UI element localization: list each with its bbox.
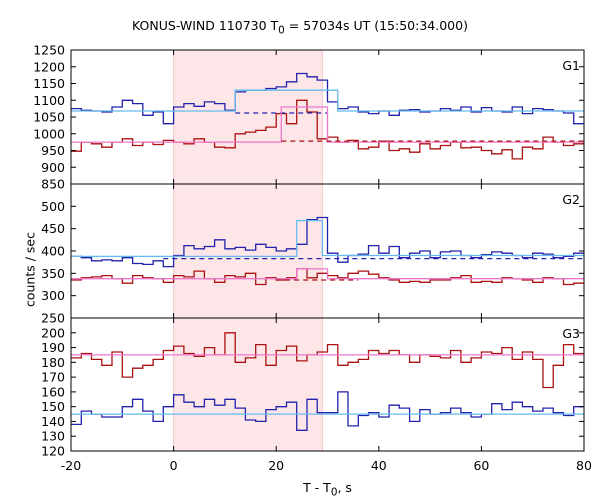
y-tick-label: 1150 — [33, 76, 65, 91]
shaded-interval — [173, 50, 323, 184]
x-tick-label: 0 — [170, 458, 178, 473]
y-tick-label: 120 — [41, 444, 65, 459]
y-tick-label: 170 — [41, 370, 65, 385]
shaded-interval — [173, 318, 323, 451]
y-tick-label: 450 — [41, 221, 65, 236]
g1-series-2 — [71, 89, 584, 112]
x-tick-label: 80 — [576, 458, 592, 473]
shaded-interval — [173, 184, 323, 318]
g1-series-4 — [71, 106, 584, 143]
x-tick-label: 60 — [473, 458, 489, 473]
y-tick-label: 160 — [41, 384, 65, 399]
y-tick-label: 190 — [41, 340, 65, 355]
x-tick-label: 40 — [371, 458, 387, 473]
g2-series-4 — [71, 268, 584, 280]
g2-series-2 — [71, 219, 584, 258]
panel-label: G2 — [562, 192, 580, 207]
y-tick-label: 250 — [41, 311, 65, 326]
y-tick-label: 1000 — [33, 126, 65, 141]
y-tick-label: 180 — [41, 355, 65, 370]
g2-series-0 — [71, 216, 584, 268]
y-tick-label: 850 — [41, 177, 65, 192]
y-tick-label: 300 — [41, 288, 65, 303]
y-tick-label: 1050 — [33, 110, 65, 125]
g3-series-1 — [71, 391, 584, 431]
y-tick-label: 1250 — [33, 43, 65, 58]
y-tick-label: 150 — [41, 399, 65, 414]
y-tick-label: 950 — [41, 143, 65, 158]
y-tick-label: 140 — [41, 414, 65, 429]
x-axis-label: T - T0, s — [303, 480, 352, 499]
panel-label: G1 — [562, 58, 580, 73]
x-tick-label: -20 — [61, 458, 81, 473]
y-tick-label: 1200 — [33, 59, 65, 74]
panel-label: G3 — [562, 326, 580, 341]
y-tick-label: 900 — [41, 160, 65, 175]
y-tick-label: 400 — [41, 244, 65, 259]
y-tick-label: 350 — [41, 266, 65, 281]
y-tick-label: 200 — [41, 325, 65, 340]
y-tick-label: 1100 — [33, 93, 65, 108]
g3-series-0 — [71, 332, 584, 389]
g3-frame — [70, 317, 585, 452]
x-tick-label: 20 — [268, 458, 284, 473]
y-tick-label: 500 — [41, 199, 65, 214]
y-tick-label: 130 — [41, 429, 65, 444]
chart-title: KONUS-WIND 110730 T0 = 57034s UT (15:50:… — [132, 18, 468, 37]
